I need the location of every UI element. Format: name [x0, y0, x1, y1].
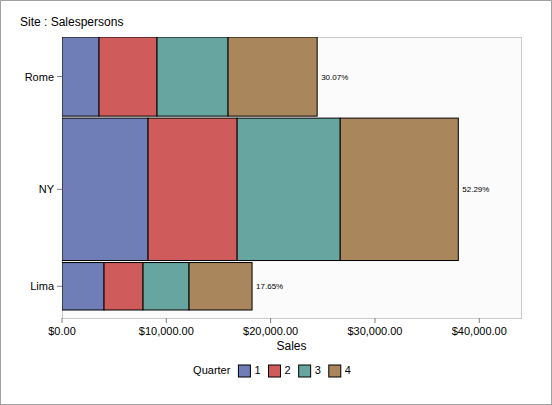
legend-swatch [238, 365, 250, 377]
bars [62, 37, 458, 310]
x-tick-label: $0.00 [48, 325, 76, 337]
share-label: 30.07% [321, 73, 348, 82]
outer-frame [1, 1, 552, 405]
legend-swatch [329, 365, 341, 377]
y-tick-label: Lima [30, 280, 55, 292]
chart: Site : Salespersons 30.07% 52.29% 17.65% Rom… [0, 0, 552, 405]
share-label: 52.29% [462, 185, 489, 194]
bar-segment [189, 263, 252, 310]
bar-segment [157, 37, 228, 116]
plot-frame [63, 38, 522, 319]
x-tick-label: $10,000.00 [139, 325, 194, 337]
bar-segment [99, 37, 157, 116]
x-tick-label: $30,000.00 [347, 325, 402, 337]
legend-title: Quarter [193, 364, 231, 376]
bar-segment [340, 118, 458, 260]
bar-segment [62, 37, 99, 116]
y-tick [57, 189, 62, 190]
y-tick-label: Rome [25, 71, 54, 83]
legend-swatch [269, 365, 281, 377]
title: Site : Salespersons [20, 15, 123, 29]
legend: Quarter 1 2 3 4 [193, 364, 351, 377]
x-tick [270, 318, 271, 323]
y-tick [57, 286, 62, 287]
bar-segment [104, 263, 143, 310]
x-tick-label: $20,000.00 [243, 325, 298, 337]
legend-swatch [299, 365, 311, 377]
legend-label: 1 [254, 364, 260, 376]
legend-label: 4 [345, 364, 351, 376]
bar-segment [62, 263, 104, 310]
x-tick [374, 318, 375, 323]
x-tick-label: $40,000.00 [452, 325, 507, 337]
legend-label: 3 [315, 364, 321, 376]
bar-segment [228, 37, 317, 116]
y-tick-label: NY [39, 183, 55, 195]
bar-segment [237, 118, 340, 260]
share-label: 17.65% [256, 282, 283, 291]
x-tick [479, 318, 480, 323]
bar-segment [62, 118, 148, 260]
bar-segment [143, 263, 189, 310]
y-tick [57, 76, 62, 77]
x-tick [166, 318, 167, 323]
x-tick [62, 318, 63, 323]
x-axis-label: Sales [276, 339, 306, 353]
bar-segment [148, 118, 237, 260]
legend-label: 2 [285, 364, 291, 376]
